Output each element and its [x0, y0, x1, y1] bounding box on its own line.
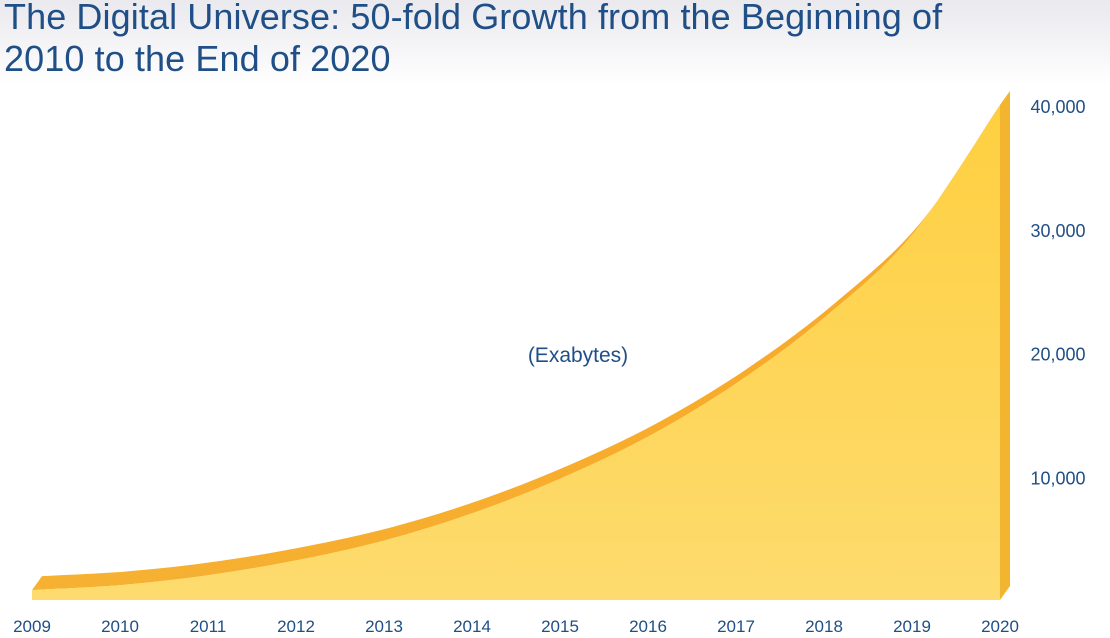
data-point-2011	[206, 573, 210, 577]
x-tick-label-2010: 2010	[101, 617, 139, 636]
chart-title-line-1: The Digital Universe: 50-fold Growth fro…	[4, 0, 943, 37]
x-tick-label-2019: 2019	[893, 617, 931, 636]
x-tick-label-2015: 2015	[541, 617, 579, 636]
x-tick-label-2016: 2016	[629, 617, 667, 636]
data-point-2010	[118, 583, 122, 587]
area-side-face	[1000, 91, 1010, 600]
data-point-2014	[470, 511, 474, 515]
data-point-2015	[558, 477, 562, 481]
y-axis-ticks: 10,000 20,000 30,000 40,000	[1030, 97, 1085, 488]
chart-title: The Digital Universe: 50-fold Growth fro…	[4, 0, 1104, 80]
x-tick-label-2020: 2020	[981, 617, 1019, 636]
unit-label: (Exabytes)	[528, 344, 628, 367]
y-tick-label-10000: 10,000	[1030, 468, 1085, 488]
x-axis-ticks: 2009 2010 2011 2012 2013 2014 2015 2016 2017 2018…	[13, 617, 1019, 636]
data-point-2013	[382, 539, 386, 543]
x-tick-label-2012: 2012	[277, 617, 315, 636]
area-layer	[30, 91, 1010, 600]
title-background	[0, 0, 1110, 86]
data-point-2020	[998, 103, 1002, 107]
area-series	[32, 105, 1000, 600]
data-point-2019	[910, 233, 914, 237]
x-tick-label-2014: 2014	[453, 617, 491, 636]
data-point-2012	[294, 558, 298, 562]
y-tick-label-30000: 30,000	[1030, 221, 1085, 241]
data-point-2009	[30, 588, 34, 592]
data-point-2018	[822, 316, 826, 320]
data-point-2016	[646, 435, 650, 439]
x-tick-label-2009: 2009	[13, 617, 51, 636]
data-point-2017	[734, 381, 738, 385]
area-ridge	[32, 91, 1010, 591]
y-tick-label-20000: 20,000	[1030, 345, 1085, 365]
x-tick-label-2017: 2017	[717, 617, 755, 636]
y-tick-label-40000: 40,000	[1030, 97, 1085, 117]
x-tick-label-2018: 2018	[805, 617, 843, 636]
x-tick-label-2011: 2011	[190, 617, 227, 636]
x-tick-label-2013: 2013	[365, 617, 403, 636]
chart-title-line-2: 2010 to the End of 2020	[4, 38, 391, 79]
